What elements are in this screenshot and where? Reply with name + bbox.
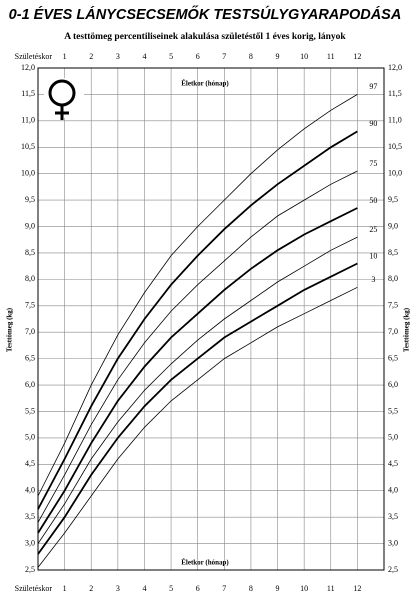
x-tick-label: 1 xyxy=(63,584,67,593)
y-tick-label: 10,0 xyxy=(21,169,35,178)
series-label: 3 xyxy=(371,275,375,284)
x-tick-label: 7 xyxy=(222,584,226,593)
y-tick-label: 2,5 xyxy=(25,565,35,574)
percentile-line xyxy=(37,236,358,544)
female-symbol xyxy=(44,78,84,120)
y-tick-label: 3,0 xyxy=(388,538,398,547)
series-label: 50 xyxy=(369,196,377,205)
y-tick-label: 3,5 xyxy=(388,512,398,521)
x-tick-label: 2 xyxy=(89,584,93,593)
percentile-line xyxy=(37,130,358,510)
y-tick-label: 11,0 xyxy=(21,116,35,125)
y-tick-label: 9,0 xyxy=(388,221,398,230)
y-tick-label: 11,0 xyxy=(388,116,402,125)
y-tick-label: 9,5 xyxy=(388,195,398,204)
x-tick-label: 8 xyxy=(249,52,253,61)
x-tick-label: 5 xyxy=(169,52,173,61)
percentile-line xyxy=(37,207,358,534)
x-tick-label: 4 xyxy=(142,584,146,593)
y-tick-label: 10,0 xyxy=(388,169,402,178)
x-tick-label: Születéskor xyxy=(15,52,53,61)
chart-title: 0-1 ÉVES LÁNYCSECSEMŐK TESTSÚLYGYARAPODÁ… xyxy=(9,5,402,23)
y-tick-label: 7,0 xyxy=(388,327,398,336)
plot-frame xyxy=(37,67,385,571)
x-tick-label: 4 xyxy=(142,52,146,61)
y-tick-label: 2,5 xyxy=(388,565,398,574)
y-tick-label: 4,0 xyxy=(25,486,35,495)
x-tick-label: 12 xyxy=(353,584,361,593)
percentile-line xyxy=(37,94,358,497)
y-tick-label: 6,0 xyxy=(388,380,398,389)
y-tick-label: 4,0 xyxy=(388,486,398,495)
x-tick-label: 5 xyxy=(169,584,173,593)
y-tick-label: 9,0 xyxy=(25,221,35,230)
x-tick-label: 8 xyxy=(249,584,253,593)
x-tick-label: 9 xyxy=(276,52,280,61)
y-tick-label: 8,0 xyxy=(388,274,398,283)
x-tick-label: 6 xyxy=(196,584,200,593)
y-axis-title: Testtömeg (kg) xyxy=(6,307,14,352)
y-tick-label: 3,5 xyxy=(25,512,35,521)
series-label: 25 xyxy=(369,225,377,234)
y-tick-label: 10,5 xyxy=(21,142,35,151)
y-tick-label: 5,0 xyxy=(25,433,35,442)
series-label: 97 xyxy=(369,82,377,91)
x-axis-title: Életkor (hónap) xyxy=(181,559,229,567)
x-tick-label: 11 xyxy=(327,584,335,593)
x-tick-label: 10 xyxy=(300,584,308,593)
y-tick-label: 4,5 xyxy=(25,459,35,468)
y-tick-label: 12,0 xyxy=(388,63,402,72)
x-tick-label: 12 xyxy=(353,52,361,61)
y-tick-label: 8,5 xyxy=(25,248,35,257)
percentile-line xyxy=(37,170,358,523)
x-axis-title: Életkor (hónap) xyxy=(181,80,229,88)
y-tick-label: 7,5 xyxy=(388,301,398,310)
y-tick-label: 5,0 xyxy=(388,433,398,442)
y-tick-label: 11,5 xyxy=(21,89,35,98)
series-label: 90 xyxy=(369,119,377,128)
x-tick-label: 3 xyxy=(116,584,120,593)
x-tick-label: 1 xyxy=(63,52,67,61)
x-tick-label: 10 xyxy=(300,52,308,61)
y-tick-label: 8,0 xyxy=(25,274,35,283)
percentile-line xyxy=(37,286,358,568)
y-tick-label: 6,5 xyxy=(25,353,35,362)
x-tick-label: 9 xyxy=(276,584,280,593)
y-tick-label: 6,0 xyxy=(25,380,35,389)
x-tick-label: 7 xyxy=(222,52,226,61)
percentile-line xyxy=(37,262,358,555)
x-tick-label: 3 xyxy=(116,52,120,61)
y-tick-label: 8,5 xyxy=(388,248,398,257)
y-axis-title: Testtömeg (kg) xyxy=(403,307,411,352)
chart-subtitle: A testtömeg percentiliseinek alakulása s… xyxy=(64,32,346,42)
y-tick-label: 11,5 xyxy=(388,89,402,98)
y-tick-label: 12,0 xyxy=(21,63,35,72)
y-tick-label: 3,0 xyxy=(25,538,35,547)
x-tick-label: 2 xyxy=(89,52,93,61)
y-tick-label: 6,5 xyxy=(388,353,398,362)
y-tick-label: 9,5 xyxy=(25,195,35,204)
series-label: 75 xyxy=(369,159,377,168)
x-tick-label: 6 xyxy=(196,52,200,61)
y-tick-label: 5,5 xyxy=(25,406,35,415)
series-label: 10 xyxy=(369,251,377,260)
y-tick-label: 4,5 xyxy=(388,459,398,468)
y-tick-label: 7,5 xyxy=(25,301,35,310)
x-tick-label: Születéskor xyxy=(15,584,53,593)
x-tick-label: 11 xyxy=(327,52,335,61)
y-tick-label: 5,5 xyxy=(388,406,398,415)
y-tick-label: 7,0 xyxy=(25,327,35,336)
y-tick-label: 10,5 xyxy=(388,142,402,151)
